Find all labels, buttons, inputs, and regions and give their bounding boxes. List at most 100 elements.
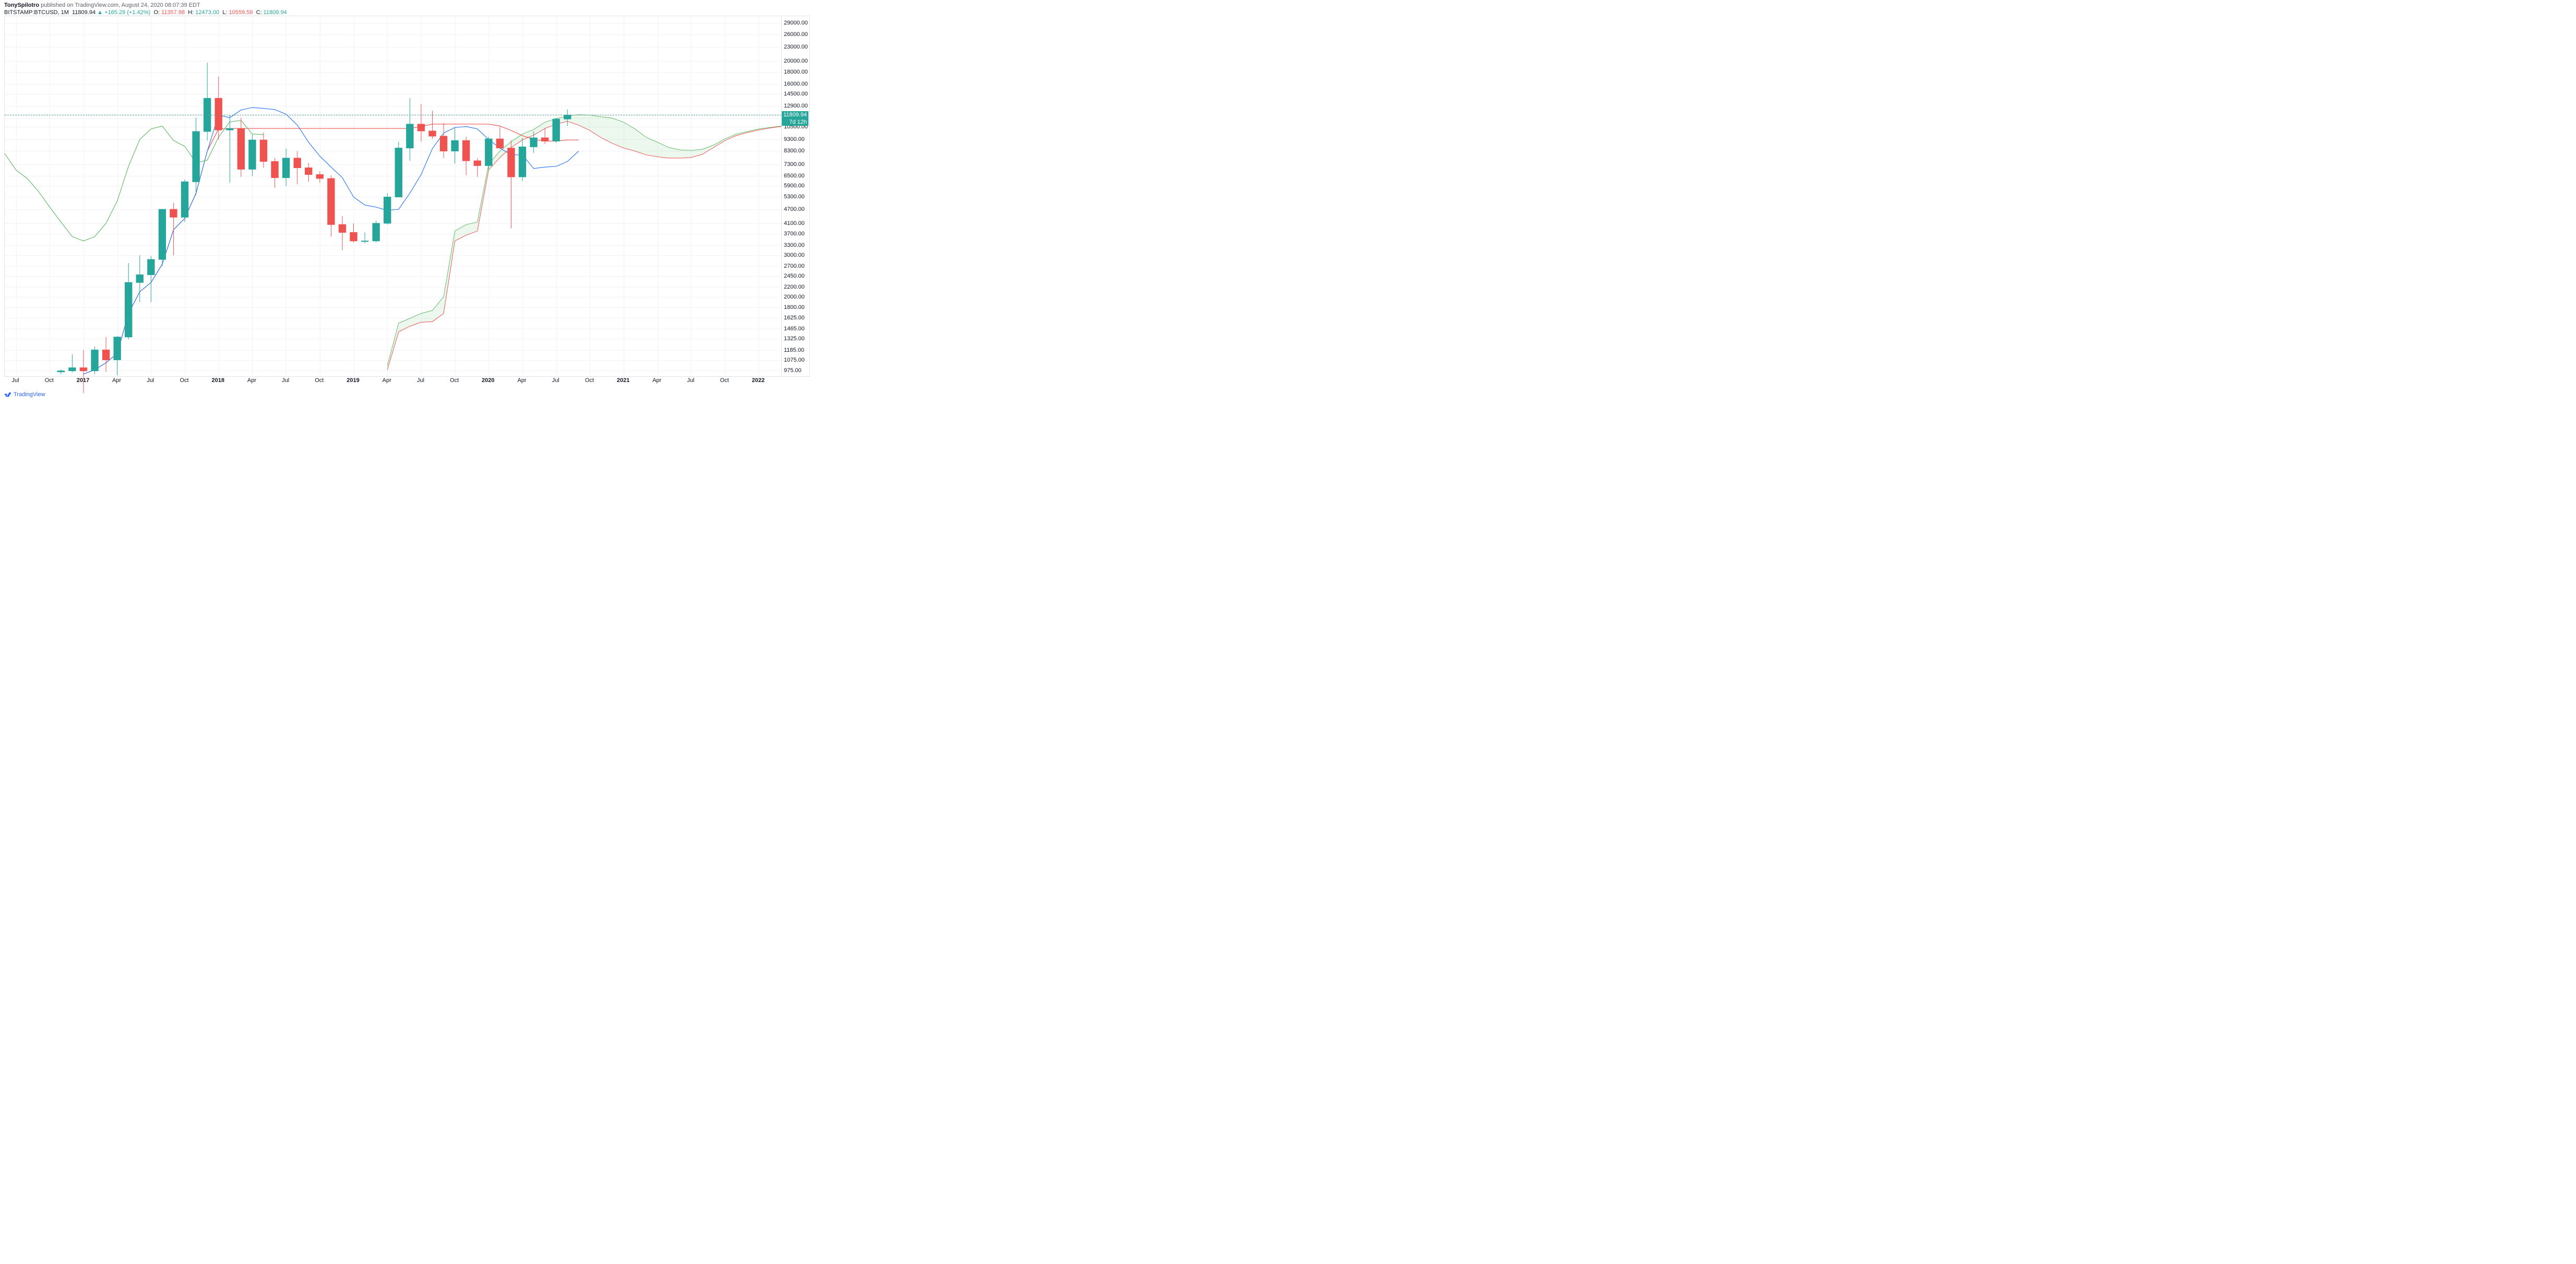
ohlc-close: 11809.94: [264, 9, 287, 16]
x-axis-label: Jul: [147, 377, 154, 384]
x-axis-label: Oct: [45, 377, 54, 384]
y-axis-label: 1075.00: [784, 357, 805, 363]
candle-body: [193, 132, 199, 182]
symbol-line: BITSTAMP:BTCUSD, 1M 11809.94 ▲ +165.29 (…: [4, 9, 810, 16]
y-axis-label: 2450.00: [784, 273, 805, 279]
tradingview-watermark[interactable]: TradingView: [4, 391, 45, 398]
candle-body: [508, 148, 515, 177]
candle-body: [215, 98, 222, 130]
chart-svg: [5, 16, 781, 376]
candle-body: [237, 128, 244, 169]
y-axis-label: 975.00: [784, 367, 802, 374]
chart-container[interactable]: 29000.0026000.0023000.0020000.0018000.00…: [4, 16, 810, 386]
x-axis-label: Apr: [383, 377, 391, 384]
y-axis-label: 3000.00: [784, 252, 805, 258]
candle-body: [148, 259, 154, 275]
x-axis-label: Oct: [585, 377, 594, 384]
y-axis-label: 7300.00: [784, 161, 805, 168]
candle-body: [294, 158, 301, 168]
x-axis-label: 2019: [347, 377, 359, 384]
x-axis-label: Jul: [552, 377, 559, 384]
y-axis-label: 1625.00: [784, 315, 805, 321]
candle-body: [114, 337, 121, 360]
y-axis-label: 14500.00: [784, 91, 808, 97]
chikou-line: [5, 121, 264, 241]
candle-body: [564, 115, 571, 119]
candle-body: [69, 368, 76, 371]
x-axis-label: Jul: [12, 377, 19, 384]
interval: 1M: [61, 9, 69, 16]
candle-body: [91, 350, 98, 371]
brand-label: TradingView: [14, 391, 45, 398]
candle-body: [530, 138, 537, 147]
candle-body: [451, 140, 458, 151]
y-axis-label: 2700.00: [784, 263, 805, 269]
candle-body: [136, 275, 143, 282]
y-axis-label: 2200.00: [784, 284, 805, 290]
candle-body: [249, 140, 256, 169]
candle-body: [462, 140, 469, 161]
price-axis[interactable]: 29000.0026000.0023000.0020000.0018000.00…: [782, 16, 810, 377]
y-axis-label: 20000.00: [784, 58, 808, 64]
y-axis-label: 16000.00: [784, 81, 808, 87]
x-axis-label: 2021: [617, 377, 629, 384]
x-axis-label: Jul: [687, 377, 694, 384]
x-axis-label: 2017: [77, 377, 89, 384]
candle-body: [553, 119, 559, 141]
candle-body: [339, 224, 345, 232]
chart-header: TonySpilotro published on TradingView.co…: [0, 0, 814, 17]
plot-area[interactable]: [4, 16, 782, 377]
y-axis-label: 8300.00: [784, 148, 805, 154]
candle-body: [271, 161, 278, 177]
y-axis-label: 9300.00: [784, 136, 805, 142]
candle-body: [541, 138, 548, 141]
tradingview-logo-icon: [4, 392, 11, 397]
candle-body: [102, 350, 109, 360]
x-axis-label: Apr: [517, 377, 526, 384]
publish-line: TonySpilotro published on TradingView.co…: [4, 2, 810, 8]
y-axis-label: 5300.00: [784, 194, 805, 200]
candle-body: [181, 182, 188, 217]
x-axis-label: 2022: [752, 377, 765, 384]
candle-body: [260, 140, 267, 161]
y-axis-label: 1465.00: [784, 326, 805, 332]
x-axis-label: Oct: [720, 377, 729, 384]
candle-body: [418, 124, 424, 131]
candle-body: [57, 371, 64, 372]
x-axis-label: Jul: [282, 377, 289, 384]
candle-body: [159, 209, 165, 259]
ichimoku-span-a: [387, 115, 781, 366]
ichimoku-span-b: [387, 122, 781, 370]
x-axis-label: Apr: [652, 377, 661, 384]
y-axis-label: 18000.00: [784, 69, 808, 75]
change-pct: (+1.42%): [127, 9, 150, 16]
x-axis-label: Jul: [417, 377, 424, 384]
author-name: TonySpilotro: [4, 2, 39, 8]
y-axis-label: 4100.00: [784, 220, 805, 226]
ohlc-high: 12473.00: [195, 9, 219, 16]
candle-body: [226, 128, 233, 130]
change-abs: +165.29: [104, 9, 125, 16]
candle-body: [485, 139, 492, 165]
y-axis-label: 2000.00: [784, 294, 805, 300]
x-axis-label: Apr: [112, 377, 121, 384]
y-axis-label: 5900.00: [784, 183, 805, 189]
candle-body: [282, 158, 289, 178]
x-axis-label: Apr: [247, 377, 256, 384]
y-axis-label: 26000.00: [784, 31, 808, 38]
y-axis-label: 3300.00: [784, 242, 805, 248]
y-axis-label: 23000.00: [784, 44, 808, 50]
y-axis-label: 3700.00: [784, 231, 805, 237]
kijun-line: [84, 124, 579, 374]
ohlc-open: 11357.98: [161, 9, 185, 16]
last-price: 11809.94: [72, 9, 96, 16]
time-axis[interactable]: JulOct2017AprJulOct2018AprJulOct2019AprJ…: [4, 377, 782, 386]
symbol: BITSTAMP:BTCUSD: [4, 9, 57, 16]
x-axis-label: 2020: [482, 377, 494, 384]
candle-body: [474, 161, 481, 165]
candle-body: [170, 209, 177, 217]
last-price-tag: 11809.94: [782, 111, 808, 118]
candle-body: [407, 124, 413, 148]
candle-body: [519, 147, 526, 177]
candle-body: [305, 168, 312, 175]
